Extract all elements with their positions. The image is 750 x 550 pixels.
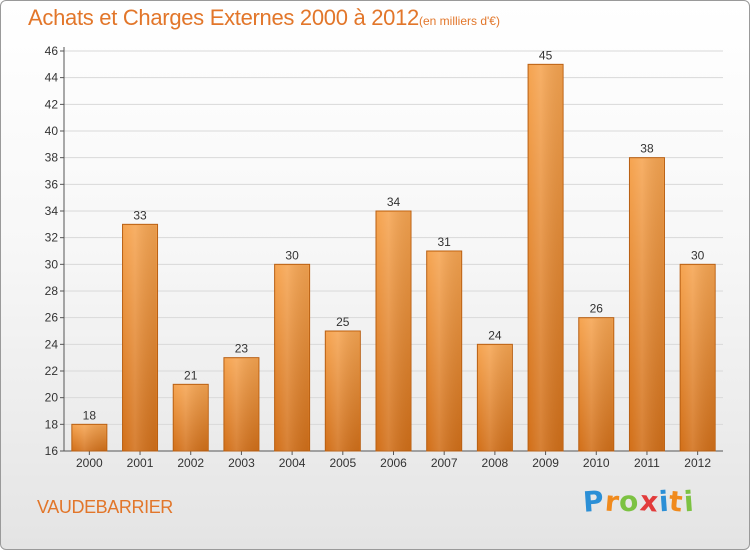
y-tick-label: 34: [45, 204, 59, 218]
bar-value-label: 21: [184, 368, 198, 382]
x-tick-label: 2002: [177, 456, 204, 470]
x-tick-label: 2000: [76, 456, 103, 470]
bar-shine: [681, 265, 715, 451]
bar-value-label: 30: [285, 248, 299, 262]
x-tick-label: 2003: [228, 456, 255, 470]
y-tick-label: 22: [45, 364, 59, 378]
bar-value-label: 23: [235, 342, 249, 356]
bar-shine: [72, 425, 106, 451]
x-tick-label: 2006: [380, 456, 407, 470]
bar-value-label: 38: [640, 142, 654, 156]
x-tick-label: 2008: [482, 456, 509, 470]
logo-letter: x: [638, 484, 661, 519]
x-tick-label: 2009: [532, 456, 559, 470]
y-tick-label: 32: [45, 231, 59, 245]
y-tick-label: 26: [45, 311, 59, 325]
bar-value-label: 26: [590, 302, 604, 316]
y-tick-label: 44: [45, 71, 59, 85]
bar: [274, 263, 311, 452]
bar-value-label: 24: [488, 328, 502, 342]
commune-name: VAUDEBARRIER: [37, 497, 173, 517]
y-tick-label: 16: [45, 444, 59, 458]
bar-shine: [478, 345, 512, 451]
bar: [527, 63, 564, 452]
bar: [71, 423, 108, 452]
bar-shine: [579, 318, 613, 451]
bar-value-label: 33: [133, 208, 147, 222]
y-tick-label: 24: [45, 337, 59, 351]
bar-value-label: 30: [691, 248, 705, 262]
x-tick-label: 2004: [279, 456, 306, 470]
y-tick-label: 36: [45, 177, 59, 191]
y-tick-label: 38: [45, 151, 59, 165]
bar-value-label: 31: [438, 235, 452, 249]
bar-shine: [427, 252, 461, 451]
bar: [223, 357, 260, 452]
bar-shine: [224, 358, 258, 451]
bar: [375, 210, 412, 452]
x-tick-label: 2010: [583, 456, 610, 470]
bar: [679, 263, 716, 452]
x-tick-label: 2001: [127, 456, 154, 470]
bar-shine: [529, 65, 563, 451]
y-tick-label: 40: [45, 124, 59, 138]
bar-value-label: 34: [387, 195, 401, 209]
bar-shine: [326, 332, 360, 451]
y-tick-label: 30: [45, 257, 59, 271]
bar: [324, 330, 361, 452]
chart-title: Achats et Charges Externes 2000 à 2012: [28, 5, 419, 30]
logo-letter: i: [682, 484, 696, 519]
bar: [426, 250, 463, 452]
y-tick-label: 20: [45, 391, 59, 405]
y-tick-label: 18: [45, 417, 59, 431]
bar-shine: [123, 225, 157, 451]
y-tick-label: 42: [45, 97, 59, 111]
bar: [122, 223, 159, 452]
labels: 16 18 20 22 24 26 28 30 32 34 36 38 40 42 44 46 18 2000 33…: [45, 44, 712, 470]
bar: [628, 157, 665, 452]
bar-value-label: 25: [336, 315, 350, 329]
y-tick-label: 28: [45, 284, 59, 298]
x-tick-label: 2011: [634, 456, 660, 470]
x-tick-label: 2007: [431, 456, 458, 470]
bar: [476, 343, 513, 452]
bar-shine: [275, 265, 309, 451]
logo-letter: P: [581, 484, 606, 519]
y-tick-label: 46: [45, 44, 59, 58]
bars: [71, 63, 716, 452]
bar-shine: [174, 385, 208, 451]
x-tick-label: 2012: [684, 456, 711, 470]
bar-shine: [377, 212, 410, 451]
bar: [578, 317, 615, 452]
proxiti-logo: Proxiti: [581, 484, 696, 519]
bar-value-label: 18: [83, 408, 97, 422]
bar: [172, 383, 209, 452]
bar-value-label: 45: [539, 48, 553, 62]
bar-shine: [630, 158, 664, 451]
logo-letter: o: [618, 484, 641, 519]
chart-subtitle: (en milliers d'€): [419, 14, 500, 28]
x-tick-label: 2005: [329, 456, 356, 470]
